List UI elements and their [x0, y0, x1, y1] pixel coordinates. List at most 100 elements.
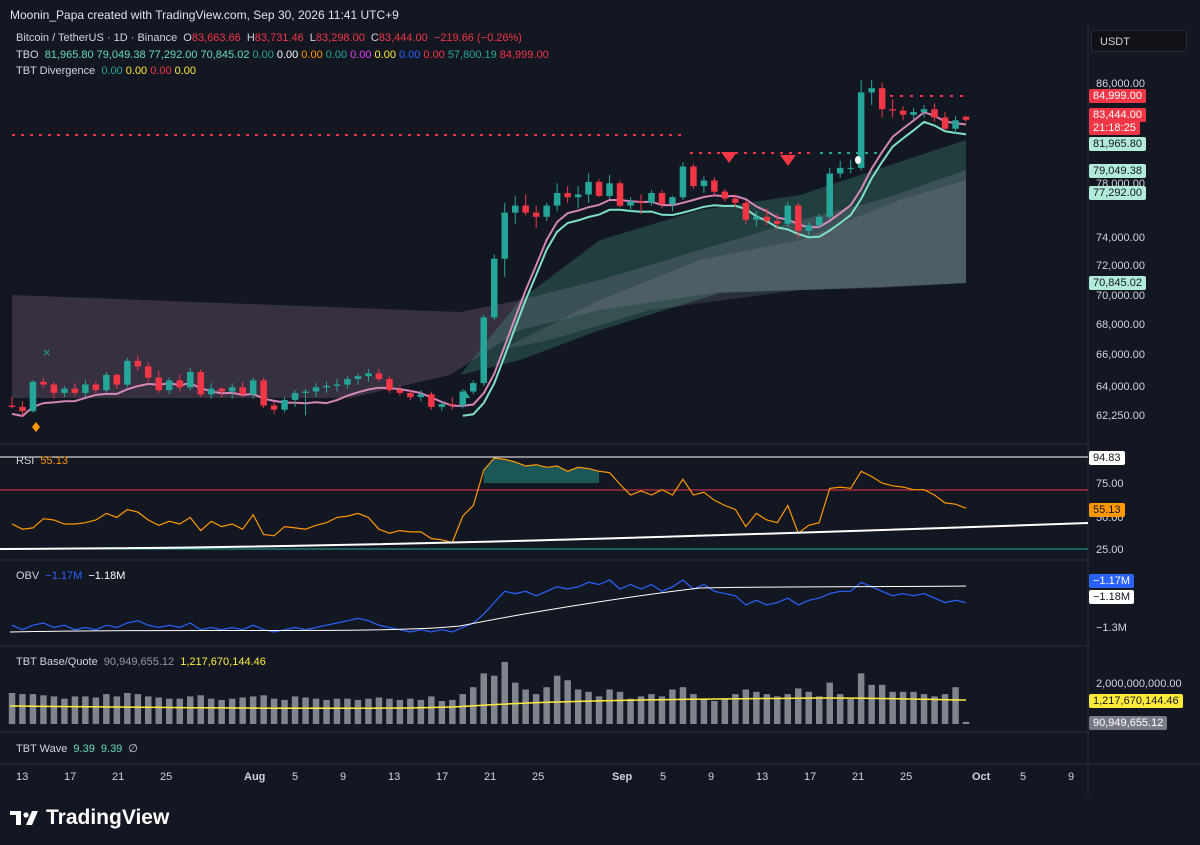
base-quote-ma-value: 1,217,670,144.46: [180, 656, 266, 668]
legend-value: 79,049.38: [96, 49, 146, 61]
candle-body: [323, 385, 330, 388]
volume-bar: [124, 693, 131, 725]
time-axis-label: 9: [340, 771, 347, 783]
cloud-band: [500, 180, 966, 350]
tbt-wave-value: 9.39: [73, 743, 95, 755]
tradingview-logo: TradingView: [10, 806, 169, 830]
rsi-label: RSI: [16, 455, 35, 467]
candle-body: [333, 384, 341, 386]
volume-bar: [889, 691, 896, 724]
time-axis-label: 5: [1020, 771, 1027, 783]
volume-bar: [553, 675, 561, 724]
rsi-legend[interactable]: RSI 55.13: [16, 455, 71, 467]
resistance-dot: [147, 134, 150, 136]
tradingview-logo-icon: [10, 811, 38, 825]
obv-legend[interactable]: OBV −1.17M −1.18M: [16, 570, 128, 582]
resistance-dot: [192, 134, 195, 136]
last-price-tag: 83,444.00: [1089, 108, 1146, 122]
resistance-dot: [561, 134, 564, 136]
currency-button[interactable]: USDT: [1091, 30, 1187, 52]
price-axis-label: 72,000.00: [1096, 260, 1145, 272]
time-axis-label: 17: [804, 771, 817, 783]
volume-bar: [166, 698, 173, 724]
volume-bar: [774, 696, 781, 724]
legend-value: 0.00: [252, 49, 274, 61]
resistance-dot: [165, 134, 168, 136]
resistance-dot: [930, 95, 933, 97]
tbo-legend[interactable]: TBO 81,965.80 79,049.38 77,292.00 70,845.02…: [16, 49, 555, 61]
volume-bar: [187, 696, 194, 724]
tbo-mid-tag: 79,049.38: [1089, 164, 1146, 178]
candle-body: [82, 384, 89, 393]
candle-body: [407, 392, 414, 398]
resistance-dot: [309, 134, 312, 136]
legend-value: 0.00: [276, 49, 299, 61]
resistance-dot: [678, 134, 681, 136]
resistance-dot: [534, 134, 537, 136]
volume-bar: [595, 696, 603, 724]
resistance-dot: [48, 134, 51, 136]
legend-value: 84,999.00: [499, 49, 549, 61]
price-axis-label: 62,250.00: [1096, 410, 1145, 422]
symbol-legend[interactable]: Bitcoin / TetherUS · 1D · Binance O83,66…: [16, 32, 525, 44]
volume-bar: [931, 696, 938, 724]
candle-body: [721, 191, 729, 199]
legend-value: 0.00: [301, 49, 323, 61]
volume-bar: [438, 701, 446, 724]
volume-bar: [585, 691, 592, 724]
candle-body: [857, 92, 865, 168]
time-axis-label: 21: [112, 771, 125, 783]
volume-bar: [574, 689, 582, 724]
resistance-dot: [552, 134, 555, 136]
resistance-dot: [318, 134, 321, 136]
resistance-dot: [950, 95, 953, 97]
volume-bar: [103, 694, 110, 724]
rsi-axis-label: 75.00: [1096, 478, 1124, 490]
tbt-wave-label: TBT Wave: [16, 743, 68, 755]
candle-body: [145, 366, 152, 378]
tbt-divergence-label: TBT Divergence: [16, 65, 96, 77]
resistance-dot: [84, 134, 87, 136]
tbo-fast-line: [462, 120, 967, 417]
volume-bar: [396, 699, 404, 725]
resistance-dot: [588, 134, 591, 136]
candle-body: [889, 109, 896, 111]
legend-value: 70,845.02: [200, 49, 250, 61]
resistance-dot: [12, 134, 15, 136]
support-dot: [847, 152, 850, 154]
buy-signal-marker: [460, 390, 470, 398]
resistance-dot: [408, 134, 411, 136]
legend-value: 57,800.19: [447, 49, 497, 61]
resistance-dot: [960, 95, 963, 97]
candle-body: [585, 181, 592, 195]
candle-body: [564, 193, 571, 198]
tbt-wave-legend[interactable]: TBT Wave 9.39 9.39 ∅: [16, 742, 141, 755]
base-quote-legend[interactable]: TBT Base/Quote 90,949,655.12 1,217,670,1…: [16, 656, 269, 668]
candle-body: [753, 216, 760, 220]
volume-ma-tag: 1,217,670,144.46: [1089, 694, 1183, 708]
high-value: 83,731.46: [254, 32, 304, 44]
resistance-dot: [762, 152, 765, 154]
resistance-dot: [480, 134, 483, 136]
resistance-dot: [489, 134, 492, 136]
volume-bar: [155, 697, 162, 724]
volume-bar: [480, 673, 487, 724]
candle-body: [281, 399, 288, 410]
volume-bar: [501, 661, 508, 724]
time-axis-label: 21: [484, 771, 497, 783]
close-label: C: [370, 32, 379, 44]
candle-body: [459, 391, 466, 406]
candle-body: [155, 377, 162, 391]
volume-bar: [260, 695, 267, 725]
candle-body: [899, 110, 907, 115]
resistance-dot: [735, 152, 738, 154]
candle-body: [648, 193, 655, 203]
candle-body: [50, 384, 58, 393]
volume-bar: [616, 691, 624, 724]
tbt-divergence-legend[interactable]: TBT Divergence 0.00 0.00 0.00 0.00: [16, 65, 202, 77]
candle-body: [19, 406, 26, 412]
resistance-dot: [597, 134, 600, 136]
candle-body: [134, 360, 142, 367]
resistance-dot: [426, 134, 429, 136]
